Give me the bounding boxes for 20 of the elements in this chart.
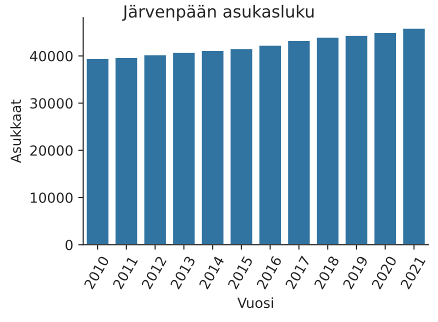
y-tick-label: 30000: [30, 98, 73, 109]
bar: [142, 54, 168, 245]
bar: [172, 51, 196, 245]
y-tick-label: 40000: [30, 50, 73, 62]
y-tick-label: 20000: [30, 145, 73, 156]
y-tick-label: 10000: [30, 192, 73, 203]
chart-title: Järvenpään asukasluku: [122, 4, 314, 21]
bar: [286, 40, 312, 245]
bar: [373, 32, 398, 245]
bar: [258, 44, 282, 245]
bar: [402, 27, 426, 245]
bar: [114, 56, 139, 245]
bar: [344, 34, 369, 245]
y-axis-title: Asukkaat: [10, 100, 22, 164]
bar: [315, 36, 340, 245]
bar: [200, 50, 225, 245]
bar: [85, 58, 110, 245]
y-tick-label: 0: [66, 240, 73, 250]
bar: [229, 48, 254, 245]
x-axis-title: Vuosi: [237, 297, 273, 308]
